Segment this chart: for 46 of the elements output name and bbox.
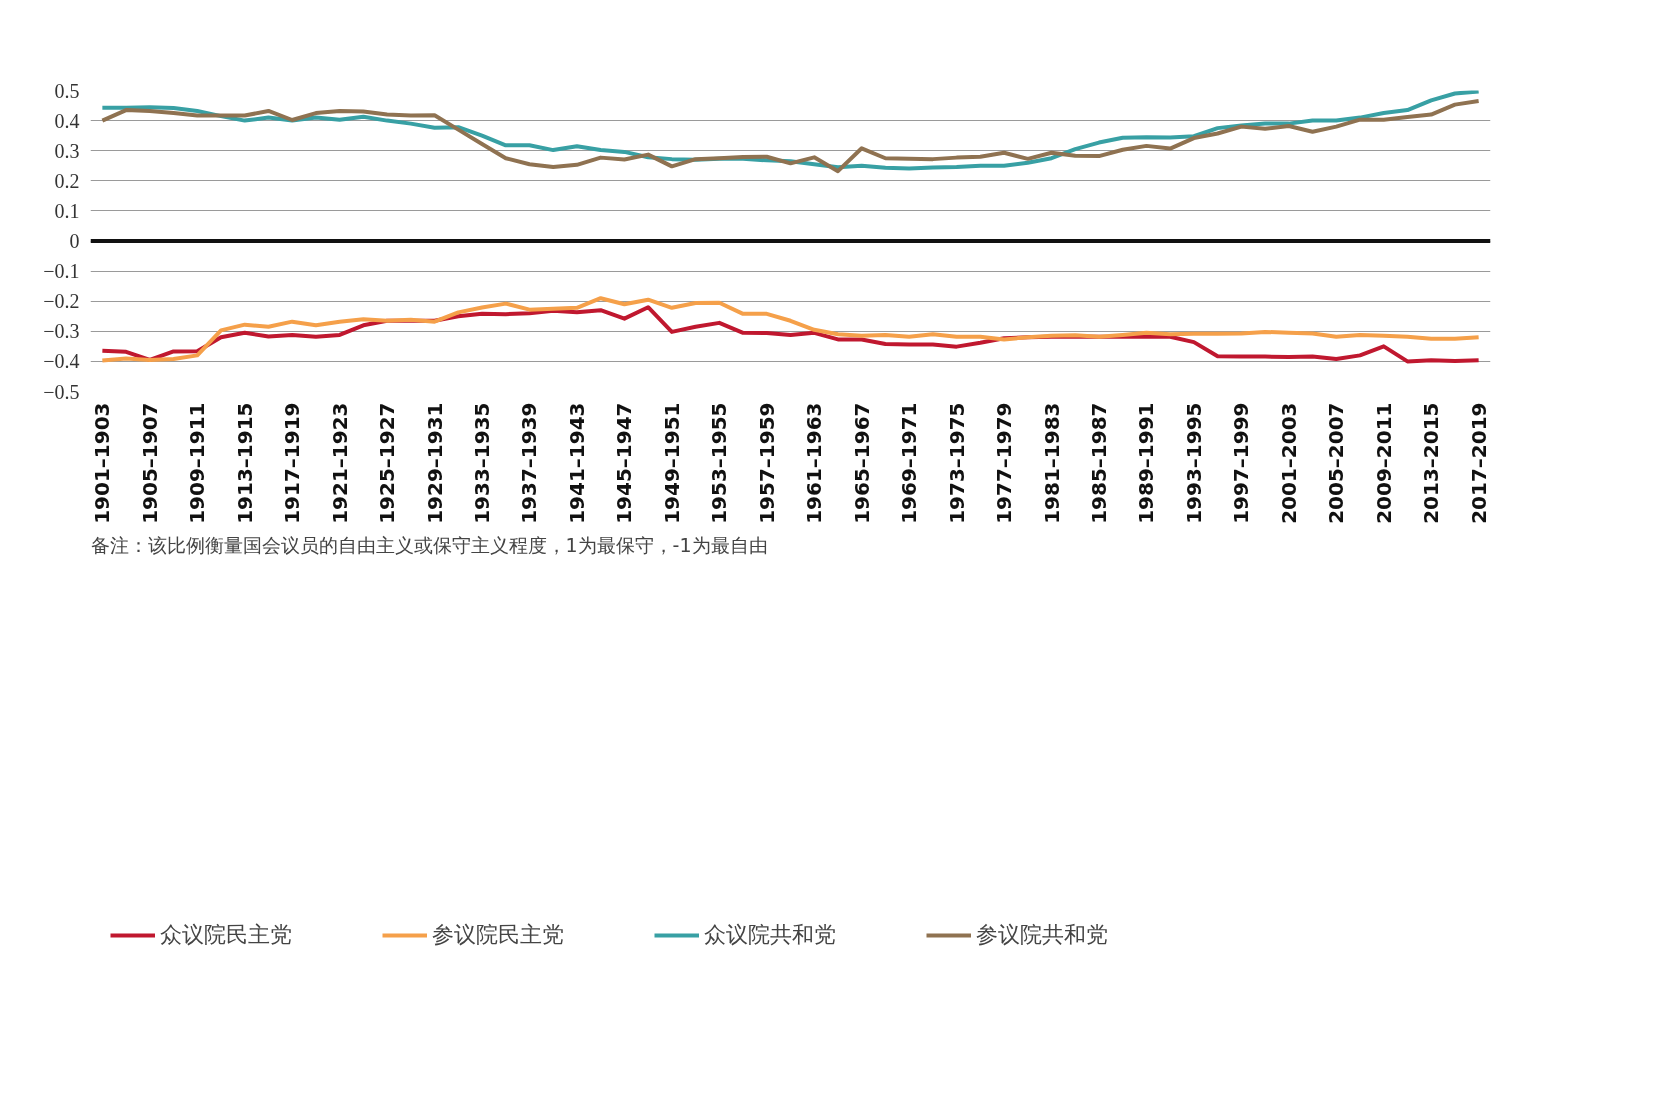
x-tick-label: 1965–1967 [849, 402, 874, 524]
x-tick-label: 2001–2003 [1276, 402, 1301, 524]
x-tick-label: 1941–1943 [564, 402, 589, 524]
x-tick-label: 1937–1939 [517, 402, 542, 524]
y-tick-label: −0.2 [43, 290, 80, 313]
y-tick-label: 0.1 [54, 199, 80, 222]
x-tick-label: 1985–1987 [1086, 402, 1111, 524]
y-tick-label: −0.3 [43, 320, 80, 343]
text: 备注：该比例衡量国会议员的自由主义或保守主义程度，1为最保守，-1为最自由 [90, 533, 768, 556]
x-tick-label: 1909–1911 [185, 402, 210, 524]
x-tick-label: 1981–1983 [1039, 402, 1064, 524]
x-tick-label: 1969–1971 [897, 402, 922, 524]
x-tick-label: 1945–1947 [612, 402, 637, 524]
x-tick-label: 1933–1935 [470, 402, 495, 524]
y-tick-label: −0.4 [43, 350, 80, 373]
x-tick-label: 1953–1955 [707, 402, 732, 524]
x-tick-label: 1961–1963 [802, 402, 827, 524]
x-tick-label: 1929–1931 [422, 402, 447, 524]
x-tick-label: 1913–1915 [232, 402, 257, 524]
legend-label: 众议院民主党 [160, 921, 292, 949]
x-tick-label: 1997–1999 [1229, 402, 1254, 524]
y-tick-label: −0.5 [43, 380, 80, 403]
legend-label: 众议院共和党 [704, 921, 836, 949]
x-tick-label: 2017–2019 [1466, 402, 1491, 524]
y-tick-label: −0.1 [43, 260, 80, 283]
x-tick-label: 1949–1951 [659, 402, 684, 524]
x-tick-label: 1917–1919 [280, 402, 305, 524]
x-tick-label: 1901–1903 [90, 402, 115, 524]
x-tick-label: 2005–2007 [1324, 402, 1349, 524]
x-tick-label: 1905–1907 [137, 402, 162, 524]
x-tick-label: 1989–1991 [1134, 402, 1159, 524]
x-tick-label: 1993–1995 [1181, 402, 1206, 524]
y-tick-label: 0.4 [54, 109, 80, 132]
x-tick-label: 1973–1975 [944, 402, 969, 524]
x-tick-label: 2013–2015 [1419, 402, 1444, 524]
x-tick-label: 1957–1959 [754, 402, 779, 524]
y-tick-label: 0.5 [54, 79, 80, 102]
legend-label: 参议院民主党 [432, 921, 564, 949]
x-tick-label: 1925–1927 [375, 402, 400, 524]
x-tick-label: 2009–2011 [1371, 402, 1396, 524]
x-tick-label: 1977–1979 [992, 402, 1017, 524]
y-tick-label: 0.3 [54, 139, 80, 162]
y-tick-label: 0.2 [54, 169, 80, 192]
y-tick-label: 0 [69, 230, 80, 252]
x-tick-label: 1921–1923 [327, 402, 352, 524]
legend-label: 参议院共和党 [976, 921, 1108, 949]
